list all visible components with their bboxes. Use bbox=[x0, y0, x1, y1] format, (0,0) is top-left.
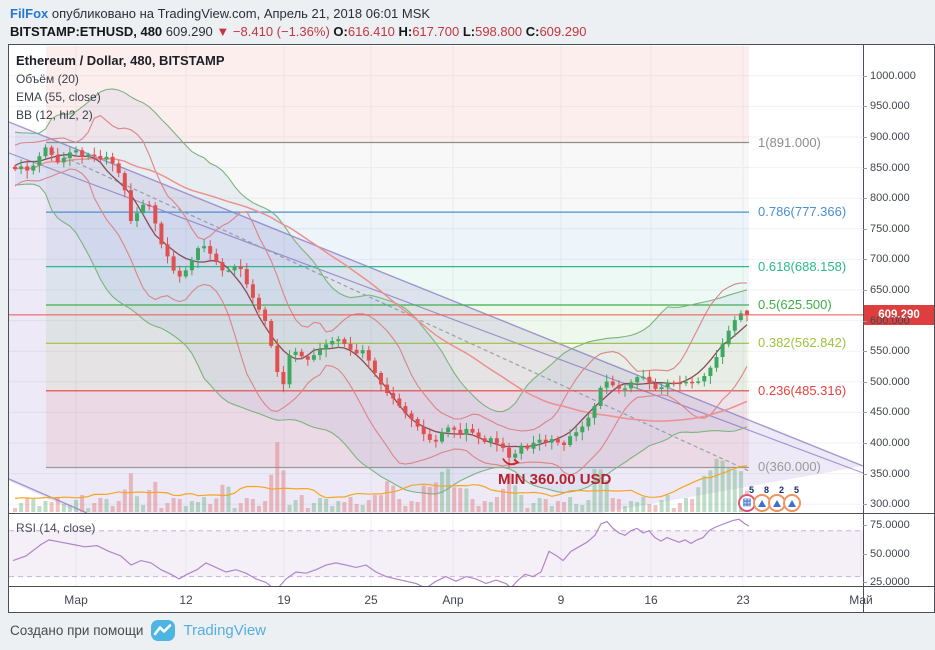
price-axis-tick[interactable]: 450.000 bbox=[870, 406, 910, 419]
rsi-axis-tick[interactable]: 25.0000 bbox=[870, 576, 910, 589]
tradingview-link[interactable]: TradingView bbox=[183, 622, 267, 639]
price-axis-tickmark bbox=[863, 381, 867, 383]
rsi-axis-tickmark bbox=[863, 525, 867, 526]
time-axis-tick[interactable]: Мар bbox=[64, 593, 88, 607]
price-axis-separator bbox=[863, 45, 864, 613]
price-pane[interactable] bbox=[9, 45, 863, 513]
ohlc-label: L: bbox=[459, 24, 476, 39]
time-axis-tick[interactable]: 12 bbox=[179, 593, 193, 607]
price-axis-tick[interactable]: 700.000 bbox=[870, 253, 910, 266]
min-annotation-label: MIN 360.00 USD bbox=[498, 471, 612, 489]
price-axis-tickmark bbox=[863, 473, 867, 475]
ohlc-label: H: bbox=[394, 24, 413, 39]
badge-count: 2 bbox=[779, 485, 785, 495]
price-axis-tick[interactable]: 850.000 bbox=[870, 161, 910, 174]
badge-count: 8 bbox=[764, 485, 770, 495]
ohlc-label: C: bbox=[522, 24, 540, 39]
ohlc-value: 616.410 bbox=[347, 24, 395, 39]
price-axis-tick[interactable]: 300.000 bbox=[870, 498, 910, 511]
price-axis-tickmark bbox=[863, 320, 867, 322]
badge-count: 5 bbox=[749, 485, 755, 495]
price-axis-tickmark bbox=[863, 504, 867, 506]
badge-glyph: ▦ bbox=[742, 497, 752, 508]
ohlc-row: O:616.410 H:617.700 L:598.800 C:609.290 bbox=[333, 24, 586, 39]
price-axis-tickmark bbox=[863, 75, 867, 77]
fib-level-label[interactable]: 1(891.000) bbox=[758, 134, 821, 150]
time-axis-tick[interactable]: 23 bbox=[736, 593, 750, 607]
publish-line: FilFox опубликовано на TradingView.com, … bbox=[10, 6, 430, 21]
symbol-name[interactable]: BITSTAMP:ETHUSD, 480 bbox=[10, 24, 163, 39]
ohlc-value: 609.290 bbox=[539, 24, 587, 39]
price-axis-tickmark bbox=[863, 228, 867, 230]
badge-count: 5 bbox=[794, 485, 800, 495]
rsi-axis-tickmark bbox=[863, 553, 867, 555]
last-price-tag: 609.290 bbox=[864, 304, 934, 325]
rsi-axis-tickmark bbox=[863, 582, 867, 584]
badge-glyph bbox=[758, 499, 766, 507]
rsi-axis-tick[interactable]: 50.0000 bbox=[870, 547, 910, 560]
price-axis-tickmark bbox=[863, 259, 867, 261]
down-arrow-icon: ▼ bbox=[216, 24, 230, 39]
price-axis-tick[interactable]: 350.000 bbox=[870, 467, 910, 480]
price-axis-tick[interactable]: 650.000 bbox=[870, 284, 910, 296]
price-axis-tick[interactable]: 400.000 bbox=[870, 437, 910, 449]
footer-text: Создано при помощи bbox=[10, 623, 144, 638]
rsi-label[interactable]: RSI (14, close) bbox=[16, 521, 96, 535]
time-axis-tick[interactable]: 19 bbox=[277, 593, 291, 607]
fib-level-label[interactable]: 0.618(688.158) bbox=[758, 258, 847, 274]
price-axis-tickmark bbox=[863, 106, 867, 108]
fib-level-label[interactable]: 0.236(485.316) bbox=[758, 382, 847, 398]
time-axis-tick[interactable]: Апр bbox=[442, 593, 464, 607]
price-axis-tickmark bbox=[863, 198, 867, 200]
publish-text: опубликовано на TradingView.com, Апрель … bbox=[48, 6, 431, 21]
rsi-pane[interactable] bbox=[9, 513, 863, 586]
sail-badge-icon[interactable] bbox=[783, 494, 801, 512]
idea-badges[interactable]: ▦ 5 8 2 5 bbox=[738, 485, 818, 513]
rsi-axis-tick[interactable]: 75.0000 bbox=[870, 519, 910, 531]
symbol-line: BITSTAMP:ETHUSD, 480 609.290 ▼ −8.410 (−… bbox=[10, 24, 586, 39]
price-axis-tickmark bbox=[863, 351, 867, 353]
footer: Создано при помощи TradingView bbox=[10, 620, 266, 641]
change-text: −8.410 (−1.36%) bbox=[232, 24, 330, 39]
tradingview-logo-icon[interactable] bbox=[151, 620, 176, 641]
price-axis-tickmark bbox=[863, 167, 867, 169]
fib-level-label[interactable]: 0(360.000) bbox=[758, 459, 821, 475]
author-link[interactable]: FilFox bbox=[10, 6, 49, 21]
price-axis-tickmark bbox=[863, 443, 867, 444]
price-axis-tickmark bbox=[863, 412, 867, 414]
time-axis-separator bbox=[9, 586, 934, 587]
price-axis-tick[interactable]: 550.000 bbox=[870, 345, 910, 358]
time-axis-tick[interactable]: 25 bbox=[364, 593, 378, 607]
price-axis-tick[interactable]: 900.000 bbox=[870, 131, 910, 143]
last-price-text: 609.290 bbox=[165, 24, 213, 39]
fib-level-label[interactable]: 0.382(562.842) bbox=[758, 335, 847, 351]
fib-level-label[interactable]: 0.786(777.366) bbox=[758, 204, 847, 220]
price-axis-tickmark bbox=[863, 137, 867, 138]
fib-level-label[interactable]: 0.5(625.500) bbox=[758, 296, 832, 312]
price-axis-tick[interactable]: 1000.000 bbox=[870, 69, 916, 82]
price-axis-tick[interactable]: 750.000 bbox=[870, 222, 910, 235]
ohlc-label: O: bbox=[333, 24, 348, 39]
time-axis-tick[interactable]: 9 bbox=[557, 593, 565, 607]
price-axis-tick[interactable]: 500.000 bbox=[870, 375, 910, 388]
price-axis-tick[interactable]: 800.000 bbox=[870, 192, 910, 205]
badge-glyph bbox=[773, 499, 781, 507]
ohlc-value: 598.800 bbox=[475, 24, 523, 39]
chart-container: Ethereum / Dollar, 480, BITSTAMP Объём (… bbox=[8, 44, 935, 613]
chart-badge-icon[interactable]: ▦ bbox=[738, 494, 756, 512]
pane-separator[interactable] bbox=[9, 513, 934, 514]
price-axis-tick[interactable]: 600.000 bbox=[870, 314, 910, 327]
time-axis-tick[interactable]: 16 bbox=[644, 593, 658, 607]
price-axis-tick[interactable]: 950.000 bbox=[870, 100, 910, 113]
price-axis-tickmark bbox=[863, 290, 867, 291]
ohlc-value: 617.700 bbox=[412, 24, 460, 39]
time-axis-tick[interactable]: Май bbox=[849, 593, 873, 607]
badge-glyph bbox=[788, 499, 796, 507]
